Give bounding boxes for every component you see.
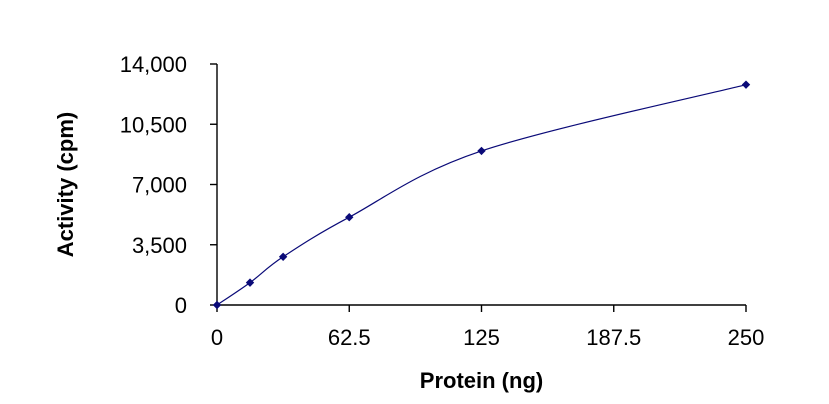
data-point [212, 300, 222, 310]
y-axis-title: Activity (cpm) [53, 112, 78, 257]
x-tick-label: 0 [211, 325, 223, 350]
y-tick-label: 7,000 [132, 173, 187, 198]
y-tick-label: 3,500 [132, 233, 187, 258]
data-point [278, 252, 288, 261]
y-tick-label: 10,500 [120, 112, 187, 137]
data-point [345, 213, 354, 222]
data-point [245, 278, 255, 287]
x-tick-label: 250 [728, 325, 765, 350]
y-tick-label: 0 [175, 293, 187, 318]
y-ticks: 0 3,500 7,000 10,500 14,000 [120, 52, 217, 318]
x-ticks: 0 62.5 125 187.5 250 [211, 305, 764, 350]
data-point [477, 146, 486, 156]
series-curve [216, 84, 747, 306]
data-point [741, 80, 751, 89]
axes [216, 64, 746, 306]
x-tick-label: 187.5 [586, 325, 641, 350]
x-tick-label: 62.5 [328, 325, 371, 350]
y-tick-label: 14,000 [120, 52, 187, 77]
x-tick-label: 125 [463, 325, 500, 350]
x-axis-title: Protein (ng) [420, 368, 543, 393]
data-points [212, 80, 751, 310]
